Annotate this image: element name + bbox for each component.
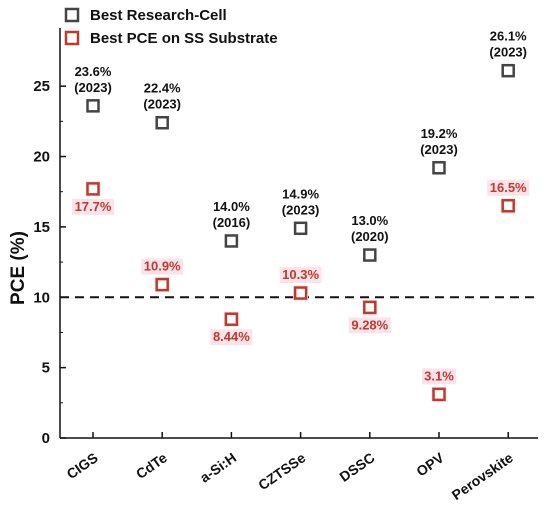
- data-label-ss-substrate: 16.5%: [490, 180, 527, 195]
- data-label-highlight: [210, 329, 253, 346]
- marker-ss-substrate: [363, 300, 377, 315]
- data-label-year: (2023): [143, 97, 181, 112]
- marker-best-research-cell: [224, 234, 239, 248]
- data-label-ss-substrate: 9.28%: [351, 317, 388, 332]
- y-tick-label: 10: [33, 289, 50, 306]
- data-label-research-cell: 23.6%: [75, 64, 112, 79]
- data-label-highlight: [421, 368, 457, 385]
- data-label-research-cell: 26.1%: [490, 29, 527, 44]
- legend-label-ss-substrate: Best PCE on SS Substrate: [90, 30, 278, 47]
- y-axis-label: PCE (%): [8, 231, 29, 305]
- data-label-research-cell: 22.4%: [144, 81, 181, 96]
- marker-ss-substrate: [224, 312, 239, 326]
- y-tick-label: 20: [33, 149, 50, 166]
- data-label-highlight: [141, 258, 184, 275]
- y-tick-label: 15: [33, 219, 50, 236]
- data-label-year: (2023): [74, 80, 112, 95]
- x-tick-label: OPV: [413, 449, 447, 479]
- data-label-ss-substrate: 8.44%: [213, 329, 250, 344]
- marker-ss-substrate: [501, 199, 515, 213]
- data-label-highlight: [279, 267, 322, 284]
- marker-best-research-cell: [501, 63, 515, 78]
- y-tick-label: 5: [42, 360, 50, 377]
- legend-marker-research-cell: [64, 7, 80, 23]
- marker-best-research-cell: [363, 248, 377, 262]
- marker-ss-substrate: [86, 182, 100, 196]
- x-tick-label: a-Si:H: [197, 449, 239, 485]
- data-label-highlight: [487, 179, 530, 196]
- data-label-ss-substrate: 10.9%: [144, 259, 181, 274]
- y-tick-label: 0: [42, 430, 50, 447]
- data-label-highlight: [72, 198, 114, 215]
- data-label-research-cell: 14.9%: [282, 186, 319, 201]
- x-tick-label: CIGS: [64, 449, 101, 482]
- data-label-year: (2023): [489, 45, 527, 60]
- marker-ss-substrate: [432, 387, 446, 402]
- data-label-highlight: [348, 317, 391, 334]
- data-label-year: (2023): [282, 202, 320, 217]
- data-label-year: (2020): [351, 229, 389, 244]
- legend-label-research-cell: Best Research-Cell: [90, 7, 227, 24]
- marker-best-research-cell: [86, 99, 100, 113]
- x-tick-label: CdTe: [133, 449, 170, 482]
- marker-best-research-cell: [155, 115, 169, 130]
- marker-best-research-cell: [293, 221, 308, 236]
- data-label-research-cell: 14.0%: [213, 199, 250, 214]
- data-label-research-cell: 19.2%: [421, 126, 458, 141]
- data-label-ss-substrate: 10.3%: [282, 267, 319, 282]
- marker-best-research-cell: [432, 161, 446, 175]
- x-tick-label: CZTSSe: [255, 449, 308, 493]
- data-label-year: (2023): [420, 142, 458, 157]
- x-tick-label: DSSC: [336, 449, 377, 484]
- y-tick-label: 25: [33, 78, 50, 95]
- data-label-ss-substrate: 3.1%: [424, 368, 454, 383]
- data-label-research-cell: 13.0%: [351, 213, 388, 228]
- marker-ss-substrate: [293, 286, 308, 300]
- marker-ss-substrate: [155, 277, 169, 292]
- data-label-year: (2016): [213, 215, 251, 230]
- data-label-ss-substrate: 17.7%: [75, 199, 112, 214]
- legend-marker-ss-substrate: [64, 30, 80, 46]
- x-tick-label: Perovskite: [449, 449, 516, 503]
